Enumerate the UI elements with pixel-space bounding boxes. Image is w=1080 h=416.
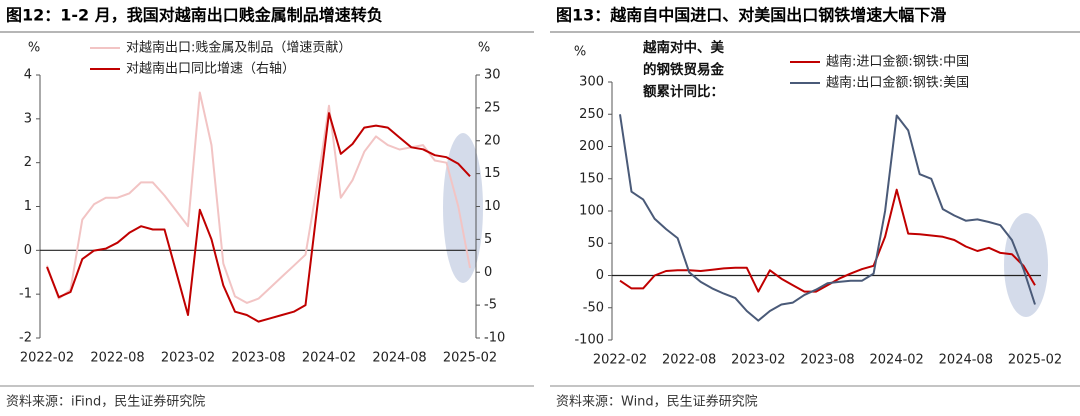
legend-label: 对越南出口同比增速（右轴） <box>126 61 295 77</box>
y-tick-label: 0 <box>596 268 604 283</box>
series-line <box>46 91 471 304</box>
y-tick-label: -1 <box>19 287 32 302</box>
legend-label: 越南:进口金额:钢铁:中国 <box>826 54 969 70</box>
y2-tick-label: 15 <box>484 166 501 181</box>
y2-tick-label: 30 <box>484 68 501 83</box>
legend-label: 越南:出口金额:钢铁:美国 <box>826 75 969 91</box>
y-tick-label: 250 <box>579 107 604 122</box>
series-line <box>46 112 471 323</box>
source-note: 资料来源：Wind，民生证券研究院 <box>556 394 758 410</box>
x-tick-label: 2024-02 <box>870 353 924 368</box>
x-tick-label: 2022-08 <box>662 353 716 368</box>
y-tick-label: 150 <box>579 171 604 186</box>
annotation: 的钢铁贸易金 <box>643 61 724 78</box>
x-tick-label: 2022-02 <box>593 353 647 368</box>
y-tick-label: 50 <box>587 236 604 251</box>
y-axis-unit: % <box>28 41 40 56</box>
y-tick-label: 100 <box>579 204 604 219</box>
y2-tick-label: 25 <box>484 100 501 115</box>
source-note: 资料来源：iFind，民生证券研究院 <box>6 394 205 410</box>
y2-tick-label: -10 <box>484 331 505 346</box>
x-tick-label: 2024-08 <box>939 353 993 368</box>
y2-tick-label: 10 <box>484 199 501 214</box>
y-tick-label: 3 <box>24 111 32 126</box>
y-axis-unit: % <box>574 45 586 60</box>
y2-tick-label: 5 <box>484 232 492 247</box>
annotation: 越南对中、美 <box>642 39 724 56</box>
y-tick-label: 4 <box>24 68 32 83</box>
x-tick-label: 2022-02 <box>20 351 74 366</box>
legend-label: 对越南出口:贱金属及制品（增速贡献） <box>126 40 351 56</box>
y-tick-label: 200 <box>579 139 604 154</box>
y2-axis-unit: % <box>478 41 490 56</box>
x-tick-label: 2024-08 <box>372 351 426 366</box>
x-tick-label: 2022-08 <box>90 351 144 366</box>
y-tick-label: -50 <box>583 300 604 315</box>
highlight-ellipse <box>1004 213 1048 317</box>
x-tick-label: 2024-02 <box>302 351 356 366</box>
x-tick-label: 2023-02 <box>731 353 785 368</box>
series-line <box>619 114 1036 322</box>
highlight-ellipse <box>443 133 483 283</box>
y-tick-label: -100 <box>574 333 604 348</box>
x-tick-label: 2023-02 <box>161 351 215 366</box>
x-tick-label: 2025-02 <box>443 351 497 366</box>
x-tick-label: 2023-08 <box>231 351 285 366</box>
x-tick-label: 2025-02 <box>1008 353 1062 368</box>
y-tick-label: -2 <box>19 331 32 346</box>
y-tick-label: 0 <box>24 243 32 258</box>
chart-title: 图12：1-2 月，我国对越南出口贱金属制品增速转负 <box>6 6 383 25</box>
y-tick-label: 2 <box>24 155 32 170</box>
annotation: 额累计同比： <box>643 83 724 100</box>
y2-tick-label: 20 <box>484 133 501 148</box>
y2-tick-label: 0 <box>484 265 492 280</box>
x-tick-label: 2023-08 <box>800 353 854 368</box>
chart-title: 图13：越南自中国进口、对美国出口钢铁增速大幅下滑 <box>556 6 946 25</box>
y-tick-label: 300 <box>579 75 604 90</box>
y-tick-label: 1 <box>24 199 32 214</box>
y2-tick-label: -5 <box>484 298 497 313</box>
